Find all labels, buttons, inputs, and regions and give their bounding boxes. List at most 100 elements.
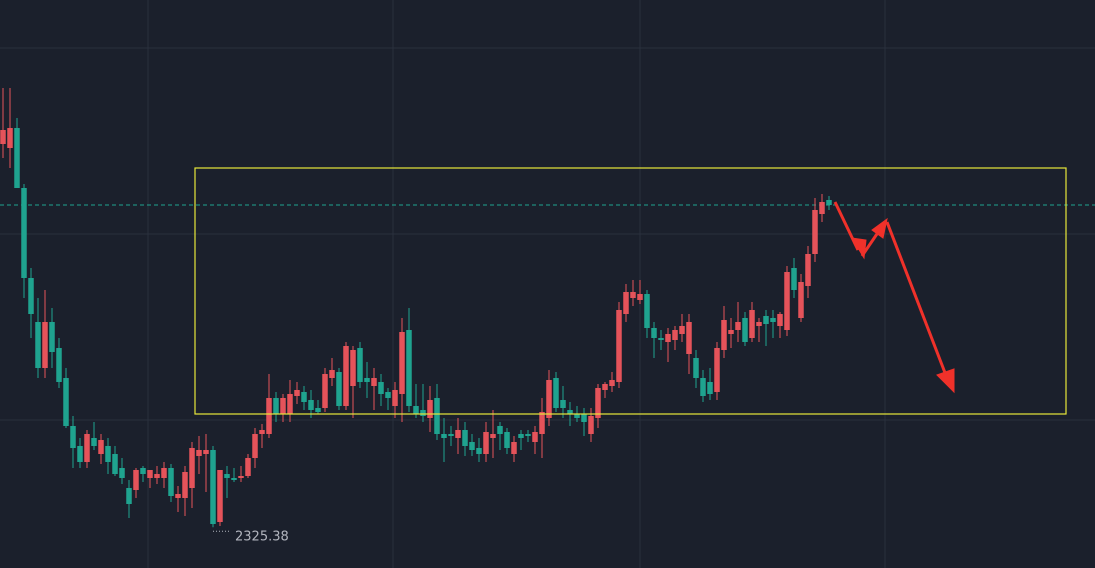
candle-body (819, 202, 825, 214)
candle-body (616, 310, 622, 382)
candle-body (350, 350, 356, 386)
candle-body (560, 400, 566, 408)
candle-body (301, 392, 307, 402)
candle-body (210, 450, 216, 524)
arrow-head (871, 217, 888, 239)
candle-body (469, 442, 475, 450)
candle-body (539, 412, 545, 434)
candle-body (7, 128, 13, 148)
candle-body (777, 314, 783, 326)
candle-body (189, 448, 195, 488)
candle-body (287, 394, 293, 414)
candle-body (329, 370, 335, 378)
candle-body (322, 374, 328, 408)
candle-body (371, 378, 377, 386)
candle-body (609, 380, 615, 386)
candle-body (434, 398, 440, 434)
candle-body (203, 450, 209, 454)
low-label: 2325.38 (235, 530, 289, 545)
candle-body (259, 430, 265, 434)
candle-body (658, 338, 664, 340)
candle-body (98, 440, 104, 454)
candle-body (812, 210, 818, 254)
candle-body (497, 426, 503, 434)
candle-body (826, 200, 832, 205)
candle-body (455, 430, 461, 438)
candle-body (483, 432, 489, 454)
candle-body (504, 432, 510, 448)
candle-body (441, 434, 447, 438)
candle-body (693, 358, 699, 378)
candle-body (238, 476, 244, 478)
candle-body (798, 282, 804, 318)
candle-body (728, 330, 734, 334)
candle-body (119, 468, 125, 478)
candles (0, 88, 832, 528)
candle-body (686, 322, 692, 354)
candle-body (735, 322, 741, 330)
candle-body (70, 426, 76, 448)
candle-body (392, 390, 398, 406)
candle-body (77, 446, 83, 462)
candle-body (21, 188, 27, 278)
candle-body (84, 434, 90, 462)
candle-body (315, 408, 321, 412)
candle-body (623, 292, 629, 314)
arrow-line (885, 221, 949, 379)
candle-body (672, 330, 678, 340)
candle-body (245, 458, 251, 476)
candle-body (476, 448, 482, 454)
candle-body (525, 434, 531, 436)
candle-body (196, 450, 202, 456)
candle-body (105, 446, 111, 462)
candle-body (35, 322, 41, 368)
candle-body (679, 326, 685, 334)
candle-body (448, 434, 454, 436)
candle-body (595, 388, 601, 418)
arrow-head (936, 368, 955, 394)
candle-body (413, 406, 419, 414)
candle-body (28, 278, 34, 314)
candle-body (63, 378, 69, 426)
candle-body (553, 378, 559, 408)
candle-body (280, 398, 286, 414)
candle-body (91, 438, 97, 446)
candle-body (742, 318, 748, 342)
candle-body (462, 430, 468, 446)
candle-body (56, 348, 62, 382)
candle-body (154, 474, 160, 478)
candle-body (749, 310, 755, 338)
candle-body (231, 478, 237, 480)
candle-body (791, 268, 797, 290)
candle-body (490, 434, 496, 438)
candle-body (511, 442, 517, 454)
candle-body (420, 410, 426, 416)
candle-body (14, 128, 20, 188)
candle-body (637, 294, 643, 300)
candle-body (273, 398, 279, 414)
candle-body (0, 130, 6, 144)
arrows (833, 201, 955, 394)
candle-body (308, 400, 314, 410)
candle-body (784, 272, 790, 330)
candle-body (140, 468, 146, 474)
candle-body (644, 294, 650, 328)
candle-body (385, 392, 391, 398)
candle-body (399, 332, 405, 394)
candle-body (588, 416, 594, 434)
candle-body (756, 322, 762, 326)
candle-body (294, 390, 300, 396)
candle-body (343, 346, 349, 406)
candle-body (336, 372, 342, 406)
candle-body (574, 414, 580, 418)
candle-body (581, 414, 587, 422)
candle-body (266, 398, 272, 434)
candle-body (714, 348, 720, 392)
candle-body (378, 382, 384, 394)
candle-body (49, 322, 55, 352)
candle-body (217, 470, 223, 522)
candle-body (42, 322, 48, 368)
candle-body (427, 400, 433, 418)
candle-body (364, 378, 370, 382)
